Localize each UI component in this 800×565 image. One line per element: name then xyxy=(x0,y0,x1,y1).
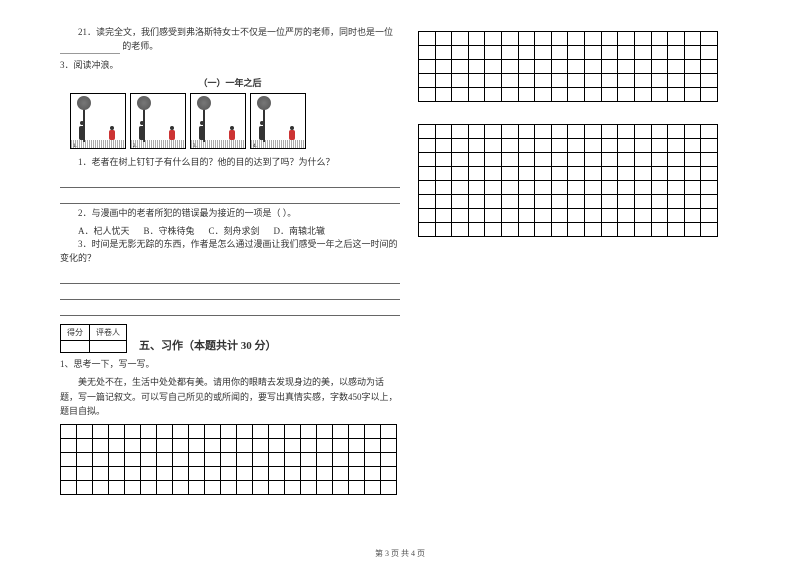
person-icon xyxy=(139,126,145,140)
child-icon xyxy=(169,130,175,140)
comic-panel-1: 1. xyxy=(70,93,126,149)
score-cell[interactable] xyxy=(61,340,90,352)
comic-q3: 3．时间是无影无踪的东西，作者是怎么通过漫画让我们感受一年之后这一时间的变化的？ xyxy=(60,237,400,266)
answer-line[interactable] xyxy=(60,190,400,204)
option-b[interactable]: B．守株待兔 xyxy=(144,224,195,237)
answer-line[interactable] xyxy=(60,286,400,300)
fill-blank[interactable] xyxy=(60,44,120,54)
comic-q1: 1．老者在树上钉钉子有什么目的？他的目的达到了吗？为什么？ xyxy=(60,155,400,169)
right-column xyxy=(418,25,718,495)
writing-grid-right-bottom[interactable] xyxy=(418,124,718,237)
question-21: 21．读完全文，我们感受到弗洛斯特女士不仅是一位严厉的老师，同时也是一位 的老师… xyxy=(60,25,400,54)
page-footer: 第 3 页 共 4 页 xyxy=(0,548,800,559)
q21-suffix: 的老师。 xyxy=(122,41,158,51)
writing-grid-right-top[interactable] xyxy=(418,31,718,102)
reviewer-cell[interactable] xyxy=(90,340,127,352)
q3-label: 3．阅读冲浪。 xyxy=(60,58,400,72)
person-icon xyxy=(199,126,205,140)
person-icon xyxy=(259,126,265,140)
essay-prompt: 美无处不在，生活中处处都有美。请用你的眼睛去发现身边的美，以感动为话题，写一篇记… xyxy=(60,375,400,418)
comic-q2: 2．与漫画中的老者所犯的错误最为接近的一项是（ ）。 xyxy=(60,206,400,220)
option-a[interactable]: A．杞人忧天 xyxy=(78,224,130,237)
comic-title: （一）一年之后 xyxy=(60,76,400,89)
answer-line[interactable] xyxy=(60,270,400,284)
writing-grid-left[interactable] xyxy=(60,424,397,495)
panel-label: 3. xyxy=(192,144,198,149)
panel-label: 1. xyxy=(72,144,78,149)
panel-label: 2. xyxy=(132,144,138,149)
child-icon xyxy=(289,130,295,140)
child-icon xyxy=(109,130,115,140)
comic-panel-3: 3. xyxy=(190,93,246,149)
person-icon xyxy=(79,126,85,140)
option-c[interactable]: C．刻舟求剑 xyxy=(209,224,260,237)
answer-line[interactable] xyxy=(60,302,400,316)
score-box: 得分 评卷人 xyxy=(60,324,127,353)
answer-line[interactable] xyxy=(60,174,400,188)
comic-panel-2: 2. xyxy=(130,93,186,149)
child-icon xyxy=(229,130,235,140)
score-label: 得分 xyxy=(61,324,90,340)
panel-label: 4. xyxy=(252,144,258,149)
options-row: A．杞人忧天 B．守株待兔 C．刻舟求剑 D．南辕北辙 xyxy=(60,224,400,237)
reviewer-label: 评卷人 xyxy=(90,324,127,340)
comic-strip: 1. 2. 3. 4. xyxy=(60,93,400,149)
section-5-title: 五、习作（本题共计 30 分） xyxy=(127,337,277,353)
comic-panel-4: 4. xyxy=(250,93,306,149)
left-column: 21．读完全文，我们感受到弗洛斯特女士不仅是一位严厉的老师，同时也是一位 的老师… xyxy=(60,25,400,495)
option-d[interactable]: D．南辕北辙 xyxy=(274,224,326,237)
q21-prefix: 21．读完全文，我们感受到弗洛斯特女士不仅是一位严厉的老师，同时也是一位 xyxy=(78,27,393,37)
essay-label: 1、思考一下，写一写。 xyxy=(60,357,400,371)
